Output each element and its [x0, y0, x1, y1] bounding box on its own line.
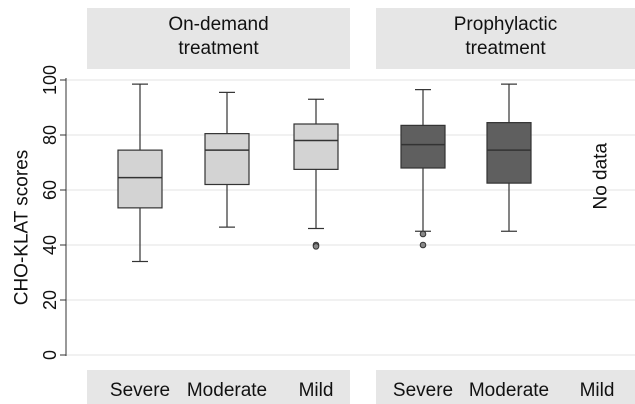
- y-tick-label-100: 100: [40, 65, 60, 95]
- box-moderate: [486, 83, 532, 232]
- iqr-box: [400, 124, 446, 169]
- category-strip-2: [376, 370, 635, 404]
- y-tick-label-80: 80: [40, 125, 60, 145]
- panel-header-2: [376, 8, 635, 69]
- panel-header-1: [87, 8, 350, 69]
- box-severe: [400, 89, 446, 249]
- outlier-point: [312, 243, 320, 250]
- panel-title-line: treatment: [465, 38, 546, 59]
- no-data-label: No data: [591, 143, 612, 210]
- box-moderate: [204, 91, 250, 228]
- y-tick-label-60: 60: [40, 180, 60, 200]
- y-axis: 0 20 40 60 80 100 CHO-KLAT scores: [12, 65, 67, 360]
- iqr-box: [293, 123, 339, 170]
- iqr-box: [486, 122, 532, 184]
- y-tick-label-20: 20: [40, 290, 60, 310]
- panel-headers: On-demand treatment Prophylactic treatment: [87, 8, 635, 69]
- y-tick-label-40: 40: [40, 235, 60, 255]
- y-tick-label-0: 0: [40, 350, 60, 360]
- iqr-box: [117, 149, 163, 209]
- category-label: Mild: [299, 380, 334, 401]
- category-label: Moderate: [469, 380, 549, 401]
- iqr-box: [204, 133, 250, 186]
- panel-title-line: On-demand: [168, 14, 268, 35]
- category-label: Severe: [393, 380, 453, 401]
- outlier-point: [419, 241, 427, 249]
- grid-layer: [66, 79, 635, 356]
- category-label: Moderate: [187, 380, 267, 401]
- category-label: Mild: [580, 380, 615, 401]
- box-mild: [293, 98, 339, 250]
- box-plots: No data: [117, 83, 612, 263]
- panel-title-line: treatment: [178, 38, 259, 59]
- category-labels: Severe Moderate Mild Severe Moderate Mild: [87, 370, 635, 404]
- category-strip-1: [87, 370, 350, 404]
- panel-title-line: Prophylactic: [454, 14, 558, 35]
- outlier-point: [419, 230, 427, 238]
- y-axis-title: CHO-KLAT scores: [12, 150, 33, 306]
- category-label: Severe: [110, 380, 170, 401]
- box-severe: [117, 83, 163, 263]
